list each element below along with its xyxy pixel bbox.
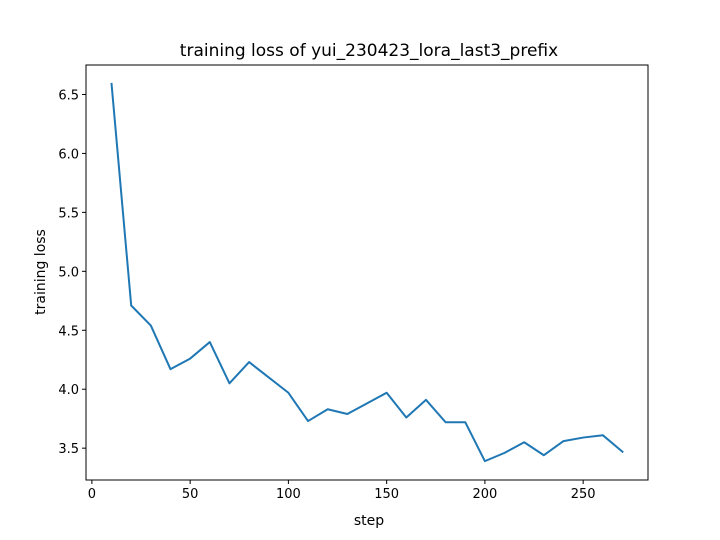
x-tick-label: 100: [276, 487, 301, 502]
series-layer: [110, 82, 624, 463]
y-tick-label: 4.0: [58, 383, 79, 398]
y-tick-label: 5.0: [58, 265, 79, 280]
y-tick-label: 4.5: [58, 324, 79, 339]
x-tick-label: 50: [182, 487, 199, 502]
x-axis: 0 50 100 150 200 250: [88, 480, 596, 502]
y-tick-label: 6.5: [58, 88, 79, 103]
x-axis-label: step: [354, 513, 384, 529]
y-tick-label: 3.5: [58, 442, 79, 457]
x-tick-label: 250: [571, 487, 596, 502]
series-line: [110, 82, 624, 463]
x-tick-label: 200: [472, 487, 497, 502]
x-tick-label: 150: [374, 487, 399, 502]
y-tick-label: 5.5: [58, 206, 79, 221]
x-tick-label: 0: [88, 487, 96, 502]
y-tick-label: 6.0: [58, 147, 79, 162]
y-axis-label: training loss: [33, 229, 49, 315]
y-axis: 3.5 4.0 4.5 5.0 5.5 6.0 6.5: [58, 88, 86, 457]
chart-title: training loss of yui_230423_lora_last3_p…: [180, 41, 558, 61]
plot-area: [85, 64, 649, 481]
